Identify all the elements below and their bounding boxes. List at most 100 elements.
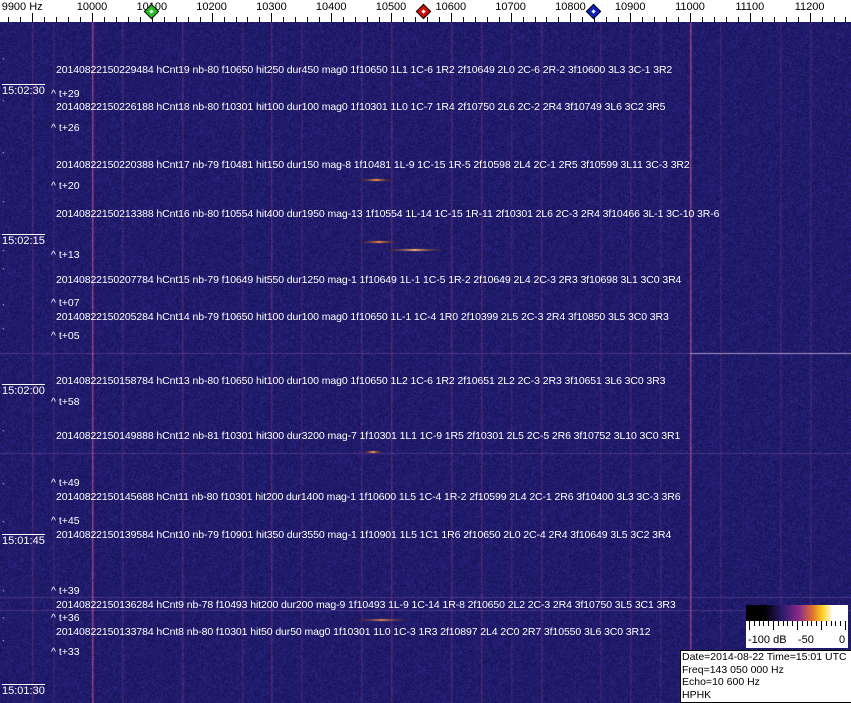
freq-tick	[187, 17, 189, 22]
colorbar-tick	[792, 621, 794, 626]
freq-tick	[235, 17, 237, 22]
time-offset-label: ^ t+39	[51, 585, 80, 597]
freq-tick	[20, 17, 22, 22]
row-tick-mark: `	[2, 303, 5, 313]
time-label: 15:01:30	[2, 684, 45, 697]
colorbar-tick	[816, 621, 818, 626]
colorbar-tick	[782, 621, 784, 626]
freq-label: 10600	[435, 1, 467, 13]
time-label: 15:02:15	[2, 234, 45, 247]
colorbar-tick	[763, 621, 765, 626]
freq-tick	[438, 17, 440, 22]
freq-tick	[510, 13, 512, 22]
freq-tick	[283, 17, 285, 22]
colorbar-legend: -100 dB -50 0	[746, 605, 848, 648]
detection-row: 20140822150229484 hCnt19 nb-80 f10650 hi…	[56, 64, 673, 76]
freq-tick	[103, 17, 105, 22]
freq-tick	[68, 17, 70, 22]
freq-tick	[391, 13, 392, 22]
blue-marker-icon[interactable]	[586, 3, 602, 20]
detection-row: 20140822150149888 hCnt12 nb-81 f10301 hi…	[56, 430, 681, 442]
freq-tick	[175, 17, 177, 22]
time-offset-label: ^ t+07	[51, 297, 80, 309]
freq-tick	[582, 17, 584, 22]
freq-tick	[821, 17, 823, 22]
freq-tick	[462, 17, 464, 22]
colorbar-tick	[773, 621, 774, 630]
freq-tick	[402, 17, 404, 22]
colorbar-tick	[753, 621, 755, 626]
freq-tick	[534, 17, 536, 22]
row-tick-mark: `	[2, 482, 5, 492]
time-offset-label: ^ t+26	[51, 122, 80, 134]
time-offset-label: ^ t+20	[51, 180, 80, 192]
freq-label: 9900 Hz	[1, 1, 43, 13]
detection-row: 20140822150136284 hCnt9 nb-78 f10493 hit…	[56, 599, 676, 611]
freq-label: 11100	[735, 1, 765, 13]
colorbar-label-max: 0	[839, 634, 846, 646]
row-tick-mark: `	[2, 429, 5, 439]
freq-tick	[666, 17, 668, 22]
freq-tick	[797, 17, 799, 22]
freq-tick	[785, 17, 787, 22]
row-tick-mark: `	[2, 267, 5, 277]
freq-tick	[44, 17, 46, 22]
freq-label: 10500	[375, 1, 407, 13]
row-tick-mark: `	[2, 99, 5, 109]
time-offset-label: ^ t+13	[51, 249, 80, 261]
freq-tick	[690, 13, 691, 22]
colorbar-tick	[830, 621, 832, 626]
echo-frequency: Echo=10 600 Hz	[682, 676, 760, 688]
colorbar-tick	[806, 621, 808, 626]
freq-tick	[642, 17, 644, 22]
info-box: Date=2014-08-22 Time=15:01 UTC Freq=143 …	[680, 650, 851, 703]
freq-tick	[115, 17, 117, 22]
freq-tick	[223, 17, 225, 22]
freq-tick	[414, 17, 416, 22]
freq-tick	[450, 13, 452, 22]
freq-tick	[295, 17, 297, 22]
freq-tick	[713, 17, 715, 22]
freq-tick	[522, 17, 524, 22]
time-offset-label: ^ t+49	[51, 477, 80, 489]
freq-tick	[247, 17, 249, 22]
freq-label: 10000	[76, 1, 108, 13]
freq-tick	[630, 13, 632, 22]
freq-tick	[80, 17, 82, 22]
freq-tick	[749, 13, 751, 22]
freq-tick	[259, 17, 261, 22]
freq-tick	[737, 17, 739, 22]
time-label: 15:02:00	[2, 384, 45, 397]
frequency-scale[interactable]: 9900 Hz100001010010200103001040010500106…	[0, 0, 851, 22]
freq-tick	[319, 17, 321, 22]
row-tick-mark: `	[2, 327, 5, 337]
freq-tick	[199, 17, 201, 22]
freq-tick	[92, 13, 93, 22]
date-time: Date=2014-08-22 Time=15:01 UTC	[682, 651, 847, 663]
freq-tick	[570, 13, 572, 22]
colorbar-tick	[825, 621, 827, 626]
detection-row: 20140822150207784 hCnt15 nb-79 f10649 hi…	[56, 274, 682, 286]
colorbar-tick	[840, 621, 842, 626]
colorbar-tick	[845, 621, 846, 630]
freq-tick	[8, 17, 10, 22]
freq-label: 10800	[555, 1, 586, 13]
red-marker-icon[interactable]	[415, 3, 432, 20]
station-name: HPHK	[682, 688, 712, 701]
colorbar-tick	[835, 621, 837, 626]
colorbar-tick	[768, 621, 770, 626]
freq-tick	[32, 13, 34, 22]
freq-label: 10400	[315, 1, 347, 13]
freq-tick	[845, 17, 847, 22]
freq-tick	[546, 17, 548, 22]
freq-tick	[486, 17, 488, 22]
colorbar-tick	[801, 621, 803, 626]
colorbar-tick	[811, 621, 813, 626]
time-offset-label: ^ t+45	[51, 515, 80, 527]
time-label: 15:01:45	[2, 534, 45, 547]
detection-row: 20140822150213388 hCnt16 nb-80 f10554 hi…	[56, 208, 720, 220]
detection-row: 20140822150158784 hCnt13 nb-80 f10650 hi…	[56, 375, 666, 387]
colorbar-tick	[777, 621, 779, 626]
freq-tick	[606, 17, 608, 22]
detection-row: 20140822150145688 hCnt11 nb-80 f10301 hi…	[56, 491, 681, 503]
